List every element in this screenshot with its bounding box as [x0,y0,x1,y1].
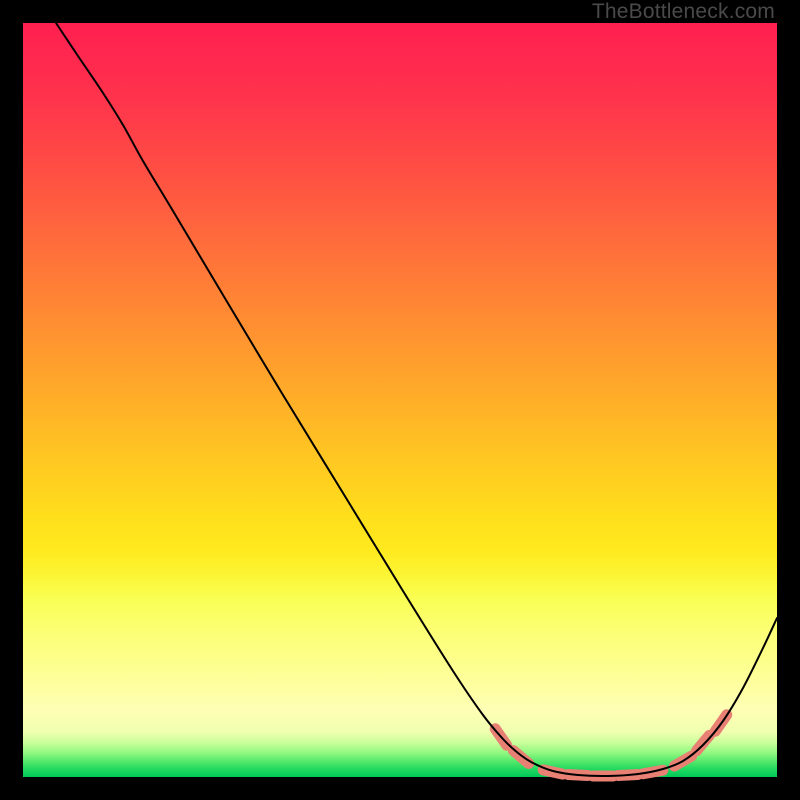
curve-markers [488,707,735,781]
watermark-text: TheBottleneck.com [592,0,775,24]
plot-area [23,23,777,777]
bottleneck-curve [56,23,777,776]
chart-overlay [23,23,777,777]
